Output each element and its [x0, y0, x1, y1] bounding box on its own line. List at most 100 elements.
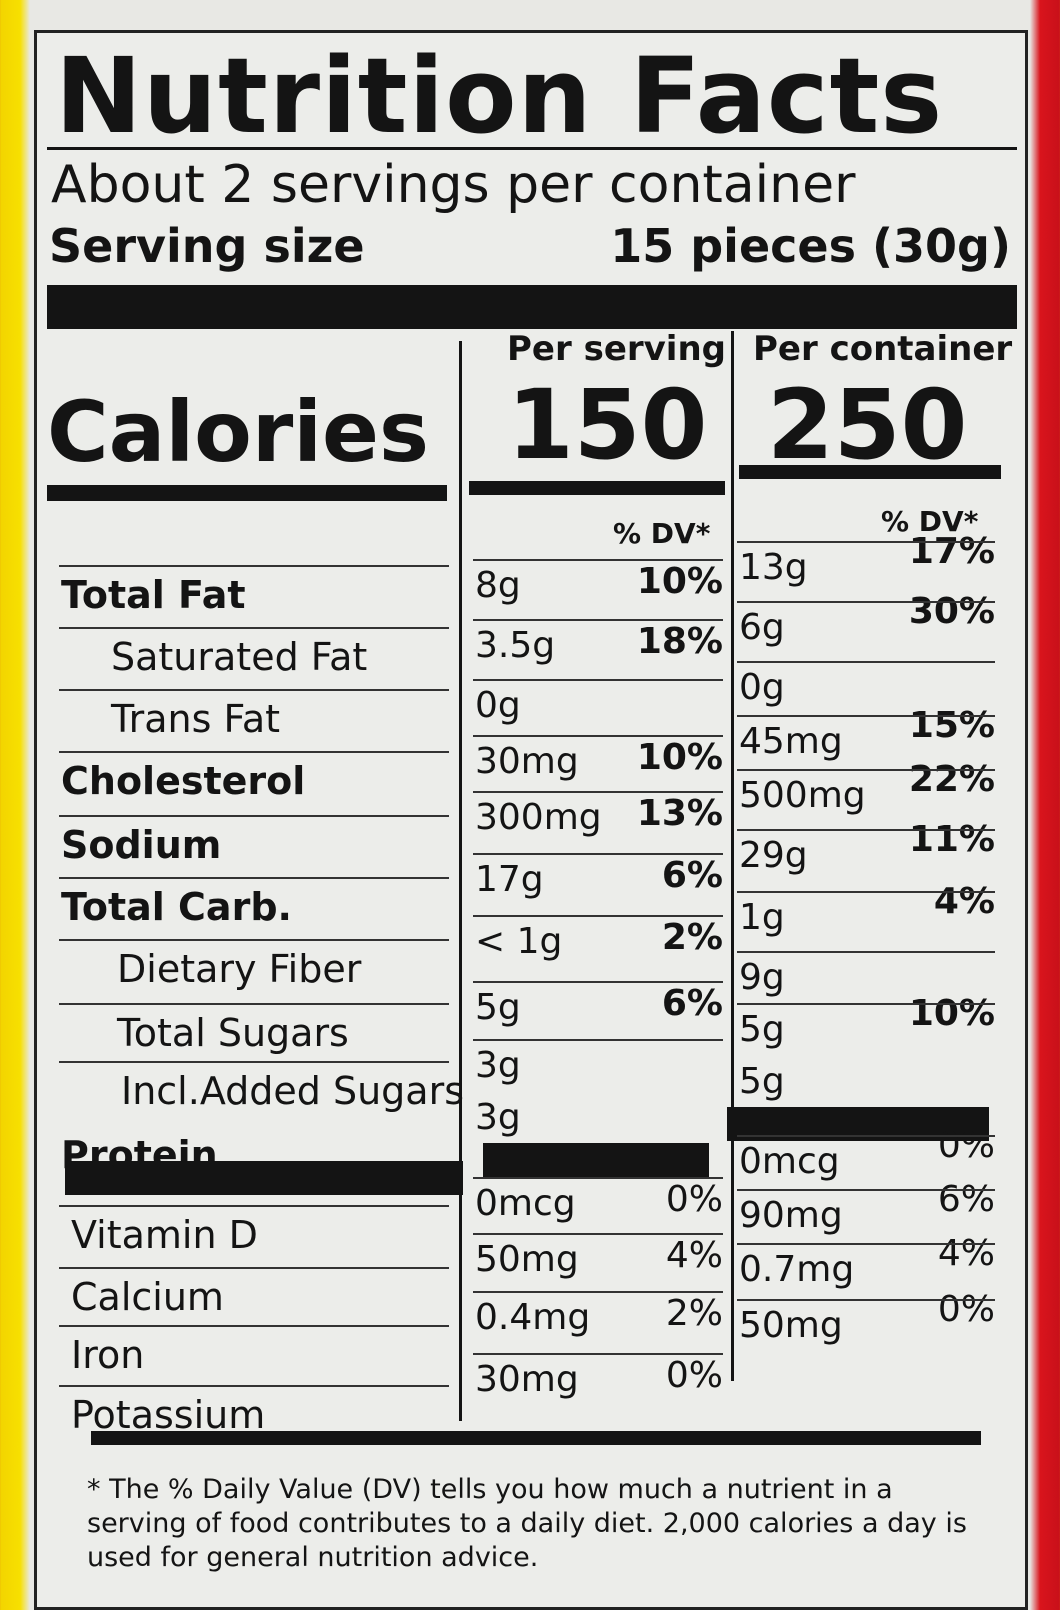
amount: 3g: [475, 1097, 521, 1138]
row-rule: [59, 565, 449, 567]
amount: 0g: [475, 685, 521, 726]
row-rule: [473, 619, 723, 621]
daily-value: 4%: [937, 1233, 995, 1274]
calories-value: 150: [507, 369, 708, 481]
row-rule: [59, 1003, 449, 1005]
row-rule: [473, 1353, 723, 1355]
amount: 30mg: [475, 1359, 579, 1400]
daily-value: 10%: [908, 993, 995, 1034]
amount: 90mg: [739, 1195, 843, 1236]
column-header: Per serving: [507, 329, 727, 369]
row-rule: [473, 1233, 723, 1235]
amount: 1g: [739, 897, 785, 938]
row-rule: [737, 1299, 995, 1301]
amount: 45mg: [739, 721, 843, 762]
nutrient-name: Total Sugars: [117, 1011, 349, 1055]
dv-header: % DV*: [613, 517, 711, 550]
amount: 0.4mg: [475, 1297, 591, 1338]
amount: 5g: [739, 1009, 785, 1050]
amount: 0mcg: [739, 1141, 840, 1182]
daily-value: 15%: [908, 705, 995, 746]
nutrient-name: Vitamin D: [71, 1213, 258, 1257]
row-rule: [737, 1189, 995, 1191]
daily-value: 6%: [937, 1179, 995, 1220]
row-rule: [737, 1003, 995, 1005]
daily-value: 30%: [908, 591, 995, 632]
nutrient-name: Calcium: [71, 1275, 224, 1319]
daily-value: 4%: [933, 881, 995, 922]
thick-bar: [469, 481, 725, 495]
thick-bar: [739, 465, 1001, 479]
nutrient-name: Saturated Fat: [111, 635, 368, 679]
daily-value: 6%: [661, 855, 723, 896]
amount: 30mg: [475, 741, 579, 782]
amount: 8g: [475, 565, 521, 606]
nutrient-name: Potassium: [71, 1393, 266, 1437]
nutrient-name: Protein: [61, 1133, 218, 1177]
daily-value: 11%: [908, 819, 995, 860]
nutrient-name: Total Carb.: [61, 885, 292, 929]
row-rule: [59, 939, 449, 941]
thick-bar: [91, 1431, 981, 1445]
nutrient-name: Iron: [71, 1333, 145, 1377]
row-rule: [737, 1243, 995, 1245]
calories-value: 250: [767, 369, 968, 481]
row-rule: [473, 735, 723, 737]
nutrient-name: Total Fat: [61, 573, 246, 617]
row-rule: [737, 1135, 995, 1137]
daily-value: 6%: [661, 983, 723, 1024]
amount: 0.7mg: [739, 1249, 855, 1290]
title: Nutrition Facts: [55, 35, 944, 157]
column-header: Per container: [753, 329, 1013, 369]
divider: [47, 147, 1017, 150]
nutrient-name: Dietary Fiber: [117, 947, 362, 991]
row-rule: [473, 1291, 723, 1293]
daily-value: 0%: [665, 1179, 723, 1220]
row-rule: [737, 769, 995, 771]
row-rule: [59, 1385, 449, 1387]
daily-value: 10%: [636, 737, 723, 778]
thick-bar: [65, 1161, 463, 1195]
row-rule: [473, 853, 723, 855]
serving-size-label: Serving size: [49, 219, 365, 273]
row-rule: [737, 715, 995, 717]
row-rule: [59, 815, 449, 817]
amount: 300mg: [475, 797, 602, 838]
daily-value: 0%: [665, 1355, 723, 1396]
row-rule: [737, 829, 995, 831]
daily-value: 4%: [665, 1235, 723, 1276]
row-rule: [473, 1177, 723, 1179]
daily-value: 17%: [908, 531, 995, 572]
row-rule: [737, 661, 995, 663]
nutrition-label: Nutrition Facts About 2 servings per con…: [34, 30, 1028, 1610]
dv-header: % DV*: [881, 505, 979, 538]
amount: 3.5g: [475, 625, 556, 666]
nutrient-name: Cholesterol: [61, 759, 306, 803]
thick-bar: [47, 485, 447, 501]
daily-value: 2%: [665, 1293, 723, 1334]
amount: 5g: [475, 987, 521, 1028]
daily-value: 13%: [636, 793, 723, 834]
nutrient-name: Incl.Added Sugars: [121, 1069, 465, 1113]
amount: < 1g: [475, 921, 563, 962]
daily-value: 10%: [636, 561, 723, 602]
row-rule: [59, 689, 449, 691]
daily-value: 2%: [661, 917, 723, 958]
thick-bar: [47, 285, 1017, 329]
row-rule: [473, 981, 723, 983]
amount: 13g: [739, 547, 808, 588]
nutrient-name: Sodium: [61, 823, 222, 867]
row-rule: [59, 1205, 449, 1207]
nutrient-name: Trans Fat: [111, 697, 281, 741]
column-divider: [731, 331, 734, 1381]
amount: 50mg: [475, 1239, 579, 1280]
amount: 9g: [739, 957, 785, 998]
amount: 50mg: [739, 1305, 843, 1346]
row-rule: [473, 1039, 723, 1041]
daily-value: 0%: [937, 1289, 995, 1330]
servings: About 2 servings per container: [51, 155, 856, 215]
calories-label: Calories: [47, 383, 430, 481]
amount: 29g: [739, 835, 808, 876]
thick-bar: [483, 1143, 709, 1177]
